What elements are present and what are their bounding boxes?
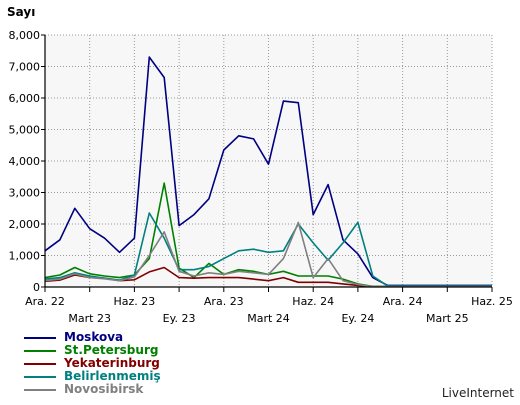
legend-swatch bbox=[24, 388, 56, 391]
y-tick-label: 3,000 bbox=[9, 187, 41, 200]
legend-swatch bbox=[24, 375, 56, 378]
y-tick-label: 1,000 bbox=[9, 250, 41, 263]
legend-label: Belirlenmemiş bbox=[64, 369, 161, 383]
x-tick-label: Mart 23 bbox=[68, 312, 111, 325]
x-tick-label: Ara. 24 bbox=[383, 295, 423, 308]
legend-item-novosibirsk: Novosibirsk bbox=[24, 383, 161, 396]
liveinternet-credit: LiveInternet bbox=[441, 386, 514, 400]
x-tick-label: Ey. 24 bbox=[341, 312, 374, 325]
legend-swatch bbox=[24, 362, 56, 365]
y-tick-label: 4,000 bbox=[9, 155, 41, 168]
x-tick-label: Mart 25 bbox=[426, 312, 469, 325]
legend-item-belirlenmemis: Belirlenmemiş bbox=[24, 370, 161, 383]
legend-label: St.Petersburg bbox=[64, 343, 159, 357]
legend-item-moskova: Moskova bbox=[24, 331, 161, 344]
x-tick-label: Ey. 23 bbox=[163, 312, 196, 325]
x-tick-label: Haz. 23 bbox=[114, 295, 156, 308]
y-tick-label: 8,000 bbox=[9, 29, 41, 42]
legend-label: Moskova bbox=[64, 330, 124, 344]
y-tick-label: 0 bbox=[33, 281, 40, 294]
legend-item-st-petersburg: St.Petersburg bbox=[24, 344, 161, 357]
x-tick-label: Ara. 22 bbox=[25, 295, 65, 308]
line-chart: Sayı 0 1,000 2,000 3,000 4,000 5,000 6,000 7,00… bbox=[7, 5, 513, 325]
y-tick-label: 5,000 bbox=[9, 124, 41, 137]
legend-item-yekaterinburg: Yekaterinburg bbox=[24, 357, 161, 370]
x-tick-label: Mart 24 bbox=[247, 312, 290, 325]
legend-swatch bbox=[24, 336, 56, 339]
x-tick-label: Ara. 23 bbox=[204, 295, 244, 308]
x-tick-label: Haz. 24 bbox=[292, 295, 334, 308]
chart-legend: Moskova St.Petersburg Yekaterinburg Beli… bbox=[24, 331, 161, 396]
y-tick-label: 6,000 bbox=[9, 92, 41, 105]
legend-label: Yekaterinburg bbox=[64, 356, 160, 370]
y-tick-label: 2,000 bbox=[9, 218, 41, 231]
y-axis-label: Sayı bbox=[7, 5, 35, 19]
legend-label: Novosibirsk bbox=[64, 382, 144, 396]
y-tick-label: 7,000 bbox=[9, 61, 41, 74]
x-tick-label: Haz. 25 bbox=[471, 295, 513, 308]
legend-swatch bbox=[24, 349, 56, 352]
